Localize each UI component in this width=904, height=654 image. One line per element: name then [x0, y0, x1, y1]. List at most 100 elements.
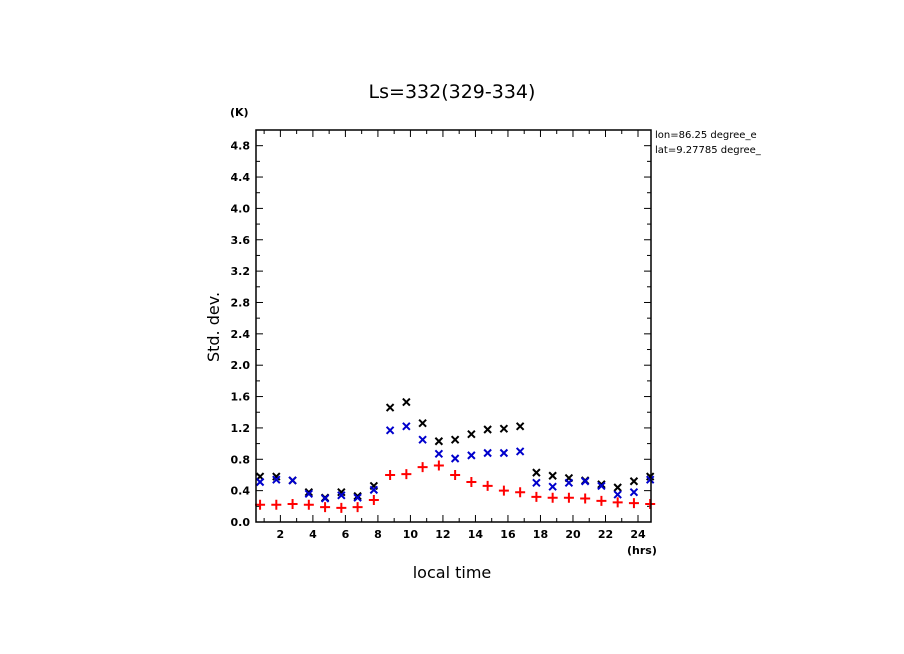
point-series-2	[352, 502, 363, 513]
point-series-2	[482, 480, 493, 491]
x-tick-label: 14	[468, 528, 484, 541]
point-series-2	[401, 469, 412, 480]
point-series-1	[580, 477, 590, 486]
point-series-0	[450, 435, 460, 444]
y-tick-label: 0.0	[231, 516, 251, 529]
point-series-0	[467, 429, 476, 439]
point-series-0	[597, 480, 606, 489]
point-series-0	[402, 397, 411, 407]
plot-frame	[255, 129, 652, 523]
point-series-1	[548, 482, 557, 491]
y-tick-label: 0.8	[231, 453, 251, 466]
point-series-1	[483, 448, 492, 458]
point-series-0	[385, 403, 395, 412]
point-series-2	[433, 460, 444, 471]
point-series-1	[450, 454, 460, 463]
point-series-1	[613, 490, 622, 499]
point-series-1	[304, 489, 314, 498]
point-series-1	[645, 475, 655, 484]
chart-title: Ls=332(329-334)	[369, 81, 536, 103]
point-series-0	[629, 477, 639, 486]
point-series-2	[498, 485, 509, 496]
point-series-0	[515, 422, 525, 431]
point-series-1	[385, 426, 395, 435]
data-points	[255, 397, 656, 513]
point-series-2	[596, 495, 607, 506]
y-tick-label: 4.4	[231, 171, 251, 184]
annotation-lon: lon=86.25 degree_e	[655, 130, 757, 141]
point-series-1	[337, 491, 346, 500]
point-series-1	[320, 494, 330, 503]
point-series-2	[547, 492, 558, 503]
x-tick-label: 20	[565, 528, 581, 541]
point-series-2	[466, 477, 477, 488]
point-series-2	[515, 487, 526, 498]
point-series-2	[580, 493, 591, 504]
y-unit-label: (K)	[230, 106, 249, 119]
point-series-0	[337, 488, 346, 497]
point-series-1	[532, 478, 541, 488]
point-series-2	[271, 499, 282, 510]
x-tick-label: 8	[374, 528, 382, 541]
x-tick-label: 10	[403, 528, 419, 541]
point-series-2	[287, 498, 298, 509]
point-series-1	[402, 422, 411, 431]
y-tick-label: 1.2	[231, 422, 251, 435]
point-series-1	[629, 488, 639, 497]
x-tick-label: 2	[277, 528, 285, 541]
y-axis-label: Std. dev.	[204, 292, 223, 362]
point-series-2	[628, 498, 639, 509]
annotation-lat: lat=9.27785 degree_	[655, 145, 762, 156]
x-axis-label: local time	[413, 563, 492, 582]
point-series-1	[288, 476, 297, 485]
x-tick-label: 16	[500, 528, 516, 541]
point-series-0	[483, 425, 492, 434]
point-series-1	[597, 481, 606, 491]
point-series-0	[548, 471, 557, 480]
y-tick-label: 0.4	[231, 485, 251, 498]
y-tick-label: 4.0	[231, 202, 251, 215]
point-series-1	[353, 493, 362, 502]
point-series-2	[320, 502, 331, 513]
point-series-1	[564, 478, 574, 488]
point-series-1	[418, 435, 427, 444]
point-series-2	[417, 462, 428, 473]
point-series-0	[272, 472, 281, 481]
point-series-2	[563, 492, 574, 503]
point-series-2	[368, 495, 379, 506]
point-series-2	[385, 469, 396, 480]
y-tick-label: 2.8	[231, 296, 251, 309]
x-tick-label: 4	[309, 528, 317, 541]
point-series-0	[353, 491, 362, 501]
point-series-1	[499, 448, 509, 458]
x-tick-label: 18	[533, 528, 548, 541]
point-series-2	[303, 499, 314, 510]
point-series-2	[450, 469, 461, 480]
point-series-0	[532, 468, 541, 477]
y-tick-label: 4.8	[231, 140, 251, 153]
point-series-1	[434, 449, 444, 458]
point-series-2	[612, 497, 623, 508]
x-tick-label: 24	[630, 528, 646, 541]
point-series-2	[645, 498, 656, 509]
point-series-0	[645, 472, 655, 481]
x-unit-label: (hrs)	[627, 544, 657, 557]
y-tick-label: 3.6	[231, 234, 251, 247]
point-series-1	[467, 451, 476, 460]
point-series-1	[272, 475, 281, 484]
point-series-1	[255, 477, 265, 487]
point-series-0	[499, 424, 509, 433]
point-series-2	[336, 502, 347, 513]
point-series-0	[418, 419, 427, 428]
point-series-0	[613, 483, 622, 492]
point-series-0	[434, 437, 444, 446]
x-tick-label: 22	[598, 528, 613, 541]
point-series-1	[369, 485, 379, 495]
point-series-0	[304, 488, 314, 497]
point-series-2	[531, 491, 542, 502]
point-series-1	[515, 447, 525, 456]
x-tick-label: 12	[435, 528, 450, 541]
y-tick-label: 2.0	[231, 359, 251, 372]
axis-ticks: 2 4 6 8 10 12 14 16 18 20 22 240.00.40.81.21.62.02.…	[231, 130, 651, 541]
